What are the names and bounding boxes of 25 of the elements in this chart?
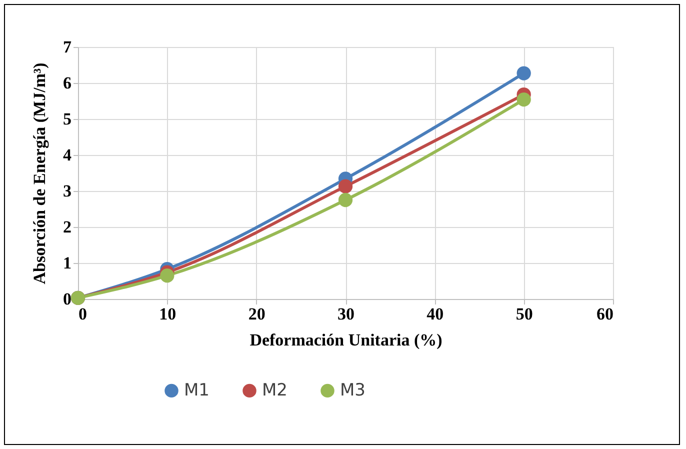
y-tick-label: 7: [63, 38, 72, 56]
point: [338, 192, 353, 208]
legend-label: M2: [262, 380, 288, 401]
legend-label: M1: [184, 380, 210, 401]
point: [338, 179, 353, 194]
x-tick-label: 30: [338, 304, 354, 324]
x-tick-label: 0: [78, 304, 87, 324]
y-tick-label: 6: [63, 74, 72, 92]
x-tick-label: 20: [248, 304, 266, 324]
y-tick-label: 4: [63, 146, 72, 164]
y-tick-label: 3: [63, 182, 72, 200]
x-axis-title: Deformación Unitaria (%): [250, 330, 442, 350]
y-tick-label: 0: [63, 290, 72, 308]
x-tick-label: 10: [159, 304, 176, 324]
y-tick-label: 2: [63, 218, 72, 236]
y-tick-label: 5: [63, 110, 72, 128]
point: [160, 268, 174, 283]
y-axis-title: Absorción de Energía (MJ/m³): [30, 62, 49, 284]
x-tick-label: 50: [516, 304, 533, 324]
point: [516, 66, 531, 80]
x-tick-label: 60: [596, 304, 614, 324]
point: [516, 92, 531, 107]
y-tick-label: 1: [63, 254, 72, 272]
x-tick-label: 40: [426, 304, 444, 324]
legend-label: M3: [340, 380, 366, 401]
